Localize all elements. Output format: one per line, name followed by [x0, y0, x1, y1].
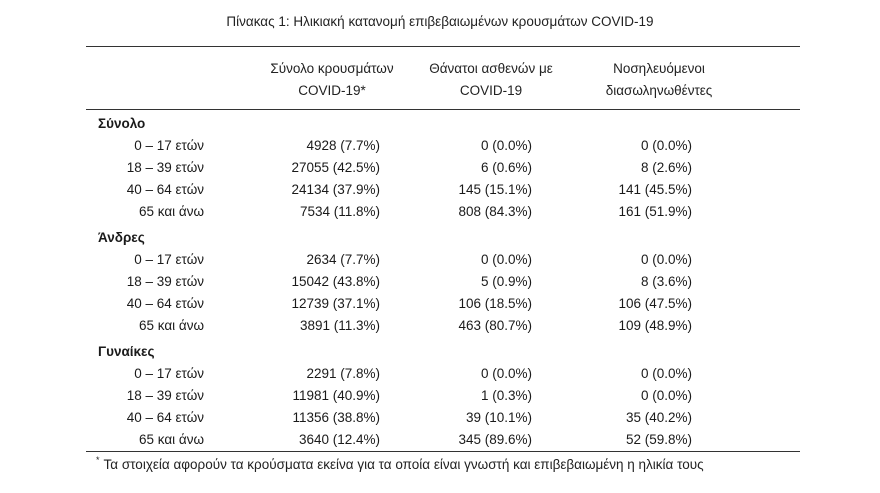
deaths-cell: 1 (0.3%) [480, 388, 532, 403]
table-row: 0 – 17 ετών 2291 (7.8%) 0 (0.0%) 0 (0.0%… [0, 363, 880, 385]
deaths-cell: 808 (84.3%) [458, 204, 532, 219]
intubated-cell: 0 (0.0%) [640, 252, 692, 267]
age-cell: 65 και άνω [138, 318, 204, 333]
deaths-cell: 0 (0.0%) [480, 252, 532, 267]
table-caption: Πίνακας 1: Ηλικιακή κατανομή επιβεβαιωμέ… [226, 14, 654, 29]
header-total-cases-line2: COVID-19* [298, 83, 366, 98]
age-cell: 40 – 64 ετών [126, 296, 204, 311]
header-deaths-line1: Θάνατοι ασθενών με [429, 61, 553, 76]
footnote-text: Τα στοιχεία αφορούν τα κρούσματα εκείνα … [103, 457, 704, 472]
age-cell: 65 και άνω [138, 432, 204, 447]
table-row: 65 και άνω 3891 (11.3%) 463 (80.7%) 109 … [0, 315, 880, 337]
age-cell: 0 – 17 ετών [134, 366, 204, 381]
deaths-cell: 145 (15.1%) [458, 182, 532, 197]
age-cell: 18 – 39 ετών [126, 274, 204, 289]
bottom-rule [86, 451, 800, 452]
header-deaths: Θάνατοι ασθενών με COVID-19 [411, 58, 571, 102]
cases-cell: 7534 (11.8%) [299, 204, 380, 219]
footnote-marker: * [96, 455, 100, 465]
age-cell: 18 – 39 ετών [126, 388, 204, 403]
deaths-cell: 106 (18.5%) [458, 296, 532, 311]
group-header-row: Σύνολο [0, 113, 880, 135]
header-intubated-line1: Νοσηλευόμενοι [613, 61, 705, 76]
intubated-cell: 35 (40.2%) [625, 410, 692, 425]
intubated-cell: 52 (59.8%) [625, 432, 692, 447]
age-cell: 0 – 17 ετών [134, 138, 204, 153]
intubated-cell: 8 (3.6%) [640, 274, 692, 289]
deaths-cell: 0 (0.0%) [480, 366, 532, 381]
age-cell: 40 – 64 ετών [126, 410, 204, 425]
table-row: 18 – 39 ετών 11981 (40.9%) 1 (0.3%) 0 (0… [0, 385, 880, 407]
deaths-cell: 39 (10.1%) [465, 410, 532, 425]
table-row: 65 και άνω 3640 (12.4%) 345 (89.6%) 52 (… [0, 429, 880, 451]
deaths-cell: 345 (89.6%) [458, 432, 532, 447]
age-cell: 65 και άνω [138, 204, 204, 219]
cases-cell: 2634 (7.7%) [306, 252, 380, 267]
deaths-cell: 6 (0.6%) [480, 160, 532, 175]
group-header-row: Άνδρες [0, 227, 880, 249]
top-rule [86, 46, 800, 47]
table-row: 40 – 64 ετών 24134 (37.9%) 145 (15.1%) 1… [0, 179, 880, 201]
group-header-row: Γυναίκες [0, 341, 880, 363]
group-title: Σύνολο [98, 116, 146, 131]
age-cell: 18 – 39 ετών [126, 160, 204, 175]
intubated-cell: 0 (0.0%) [640, 366, 692, 381]
intubated-cell: 8 (2.6%) [640, 160, 692, 175]
header-rule [86, 109, 800, 110]
footnote: * Τα στοιχεία αφορούν τα κρούσματα εκείνα… [96, 455, 704, 472]
header-deaths-line2: COVID-19 [459, 83, 523, 98]
header-intubated: Νοσηλευόμενοι διασωληνωθέντες [579, 58, 739, 102]
cases-cell: 12739 (37.1%) [291, 296, 380, 311]
table-row: 18 – 39 ετών 15042 (43.8%) 5 (0.9%) 8 (3… [0, 271, 880, 293]
age-cell: 40 – 64 ετών [126, 182, 204, 197]
cases-cell: 27055 (42.5%) [291, 160, 380, 175]
cases-cell: 3640 (12.4%) [298, 432, 380, 447]
table-row: 18 – 39 ετών 27055 (42.5%) 6 (0.6%) 8 (2… [0, 157, 880, 179]
intubated-cell: 161 (51.9%) [618, 204, 692, 219]
intubated-cell: 0 (0.0%) [640, 388, 692, 403]
intubated-cell: 106 (47.5%) [618, 296, 692, 311]
table-row: 0 – 17 ετών 2634 (7.7%) 0 (0.0%) 0 (0.0%… [0, 249, 880, 271]
cases-cell: 24134 (37.9%) [291, 182, 380, 197]
intubated-cell: 0 (0.0%) [640, 138, 692, 153]
age-cell: 0 – 17 ετών [134, 252, 204, 267]
cases-cell: 4928 (7.7%) [306, 138, 380, 153]
table-row: 65 και άνω 7534 (11.8%) 808 (84.3%) 161 … [0, 201, 880, 223]
table-row: 40 – 64 ετών 11356 (38.8%) 39 (10.1%) 35… [0, 407, 880, 429]
group-title: Γυναίκες [98, 344, 155, 359]
cases-cell: 3891 (11.3%) [299, 318, 380, 333]
cases-cell: 15042 (43.8%) [291, 274, 380, 289]
cases-cell: 11981 (40.9%) [292, 388, 380, 403]
header-intubated-line2: διασωληνωθέντες [605, 83, 713, 98]
deaths-cell: 0 (0.0%) [480, 138, 532, 153]
cases-cell: 2291 (7.8%) [306, 366, 380, 381]
deaths-cell: 5 (0.9%) [480, 274, 532, 289]
intubated-cell: 141 (45.5%) [618, 182, 692, 197]
table-row: 40 – 64 ετών 12739 (37.1%) 106 (18.5%) 1… [0, 293, 880, 315]
intubated-cell: 109 (48.9%) [618, 318, 692, 333]
table-row: 0 – 17 ετών 4928 (7.7%) 0 (0.0%) 0 (0.0%… [0, 135, 880, 157]
cases-cell: 11356 (38.8%) [292, 410, 380, 425]
group-title: Άνδρες [98, 230, 145, 245]
header-total-cases-line1: Σύνολο κρουσμάτων [270, 61, 394, 76]
header-total-cases: Σύνολο κρουσμάτων COVID-19* [247, 58, 417, 102]
deaths-cell: 463 (80.7%) [458, 318, 532, 333]
